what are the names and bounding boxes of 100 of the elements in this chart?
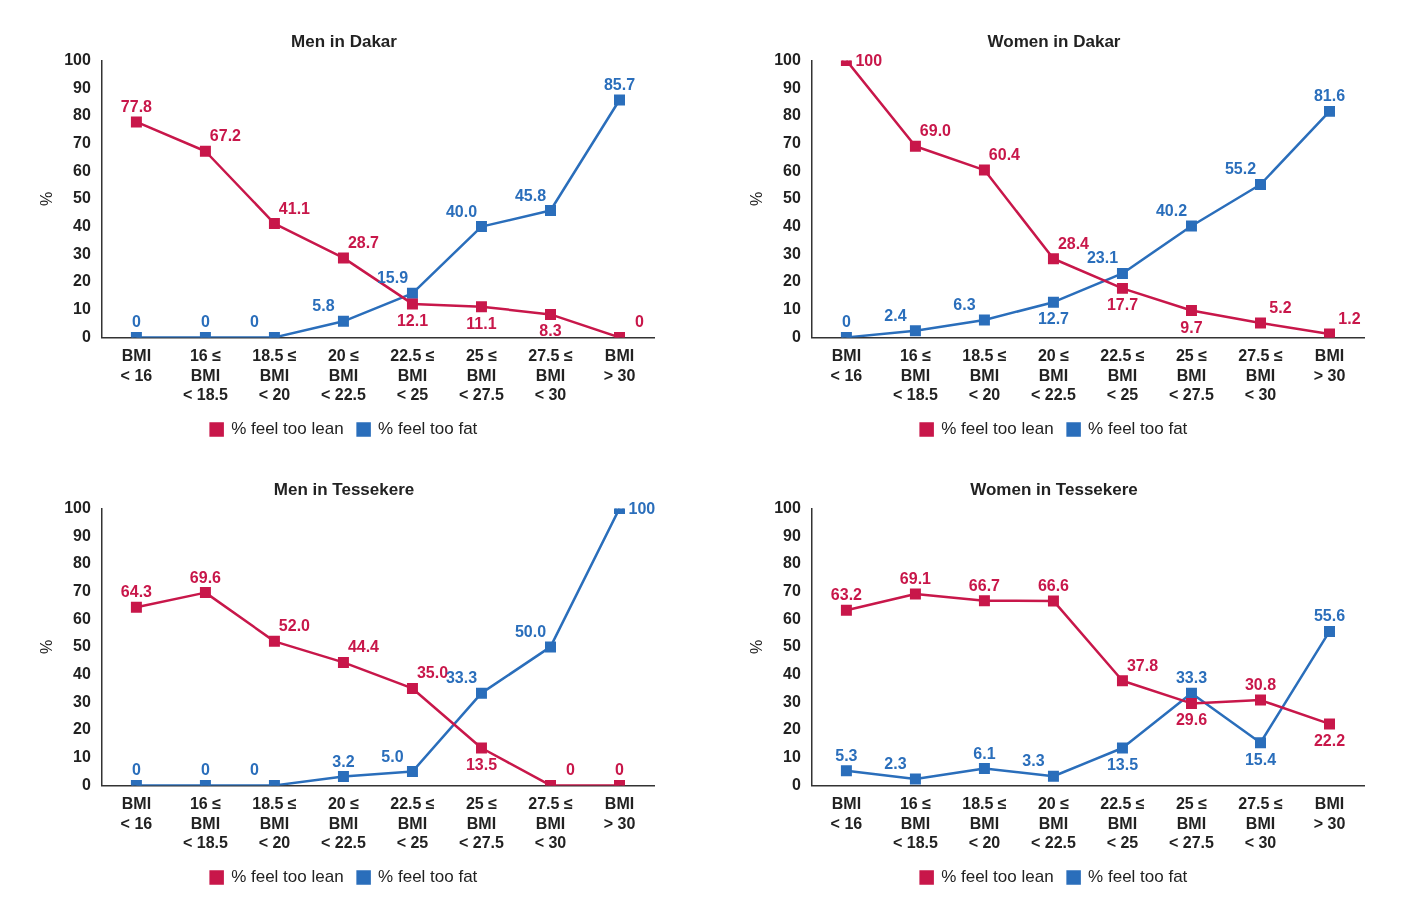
data-label: 11.1 [466, 314, 497, 332]
legend-label: % feel too fat [378, 867, 478, 887]
y-tick-label: 40 [73, 217, 91, 235]
data-label: 63.2 [830, 586, 863, 604]
x-tick-label: 20 ≤ BMI < 22.5 [1030, 795, 1076, 851]
data-label: 50.0 [514, 622, 547, 640]
x-tick-label: BMI > 30 [1313, 795, 1346, 832]
data-label: 9.7 [1180, 318, 1203, 336]
data-label: 5.3 [835, 746, 858, 764]
point [1047, 595, 1059, 607]
y-tick-label: 10 [73, 300, 91, 318]
data-label: 52.0 [278, 617, 311, 635]
point [840, 604, 852, 616]
y-axis-title: % [38, 191, 56, 207]
y-tick-label: 70 [73, 581, 91, 599]
y-tick-label: 30 [783, 244, 801, 262]
y-tick-label: 50 [783, 637, 801, 655]
y-tick-label: 60 [783, 161, 801, 179]
x-tick-label: BMI < 16 [830, 795, 863, 832]
y-tick-label: 20 [73, 720, 91, 738]
y-tick-label: 50 [73, 189, 91, 207]
y-tick-label: 0 [791, 327, 801, 345]
point [1324, 625, 1335, 637]
y-tick-label: 10 [783, 748, 801, 766]
data-label: 12.7 [1037, 310, 1070, 328]
point [544, 641, 556, 653]
data-label: 41.1 [278, 199, 311, 217]
x-tick-label: BMI < 16 [120, 795, 153, 832]
x-tick-label: 18.5 ≤ BMI < 20 [962, 795, 1007, 851]
data-label: 3.2 [332, 752, 355, 770]
y-tick-label: 50 [783, 189, 801, 207]
y-tick-label: 90 [783, 78, 801, 96]
point [909, 140, 921, 152]
y-tick-label: 80 [73, 554, 91, 572]
data-label: 15.4 [1244, 750, 1277, 768]
x-tick-label: 18.5 ≤ BMI < 20 [252, 347, 297, 403]
y-tick-label: 90 [783, 526, 801, 544]
y-tick-label: 40 [73, 665, 91, 683]
data-label: 1.2 [1338, 310, 1361, 328]
chart-title: Men in Dakar [291, 31, 398, 51]
x-tick-label: 18.5 ≤ BMI < 20 [252, 795, 297, 851]
x-tick-label: 22.5 ≤ BMI < 25 [390, 347, 435, 403]
data-label: 22.2 [1313, 731, 1346, 749]
point [978, 164, 990, 176]
data-label: 12.1 [396, 311, 429, 329]
y-tick-label: 100 [774, 498, 801, 516]
data-label: 0 [841, 313, 851, 331]
y-tick-label: 30 [783, 692, 801, 710]
point [978, 595, 990, 607]
data-label: 55.6 [1313, 607, 1346, 625]
data-label: 0 [200, 313, 210, 331]
point [475, 687, 487, 699]
y-tick-label: 30 [73, 244, 91, 262]
x-tick-label: 16 ≤ BMI < 18.5 [892, 795, 938, 851]
data-label: 3.3 [1022, 752, 1045, 770]
data-label: 15.9 [376, 269, 409, 287]
y-tick-label: 100 [64, 50, 91, 68]
y-tick-label: 30 [73, 692, 91, 710]
legend-label: % feel too lean [941, 419, 1054, 439]
point [1324, 105, 1335, 117]
point [1116, 267, 1128, 279]
x-tick-label: 16 ≤ BMI < 18.5 [182, 795, 228, 851]
data-label: 37.8 [1126, 656, 1159, 674]
data-label: 29.6 [1175, 711, 1208, 729]
y-tick-label: 40 [783, 217, 801, 235]
x-tick-label: BMI > 30 [603, 347, 636, 384]
point [1254, 317, 1266, 329]
data-label: 64.3 [120, 583, 153, 601]
y-tick-label: 60 [73, 609, 91, 627]
legend-label: % feel too fat [378, 419, 478, 439]
point [544, 205, 556, 217]
point [1324, 718, 1335, 730]
y-tick-label: 0 [81, 327, 91, 345]
point [475, 301, 487, 313]
y-tick-label: 80 [783, 106, 801, 124]
legend-label: % feel too fat [1088, 419, 1188, 439]
data-label: 0 [615, 761, 625, 779]
data-label: 66.6 [1037, 576, 1070, 594]
point [406, 298, 418, 310]
data-label: 6.3 [953, 295, 976, 313]
x-tick-label: 16 ≤ BMI < 18.5 [182, 347, 228, 403]
x-tick-label: 22.5 ≤ BMI < 25 [1100, 795, 1145, 851]
y-tick-label: 20 [73, 272, 91, 290]
point [1116, 675, 1128, 687]
y-tick-label: 60 [783, 609, 801, 627]
point [1254, 694, 1266, 706]
y-tick-label: 90 [73, 78, 91, 96]
x-tick-label: 22.5 ≤ BMI < 25 [1100, 347, 1145, 403]
point [1185, 697, 1197, 709]
point [909, 773, 921, 785]
point [978, 314, 990, 326]
data-label: 5.8 [312, 297, 335, 315]
y-tick-label: 10 [783, 300, 801, 318]
data-label: 100 [855, 52, 883, 70]
y-tick-label: 80 [783, 554, 801, 572]
point [1047, 770, 1059, 782]
point [268, 635, 280, 647]
point [1047, 296, 1059, 308]
point [337, 252, 349, 264]
point [475, 221, 487, 233]
